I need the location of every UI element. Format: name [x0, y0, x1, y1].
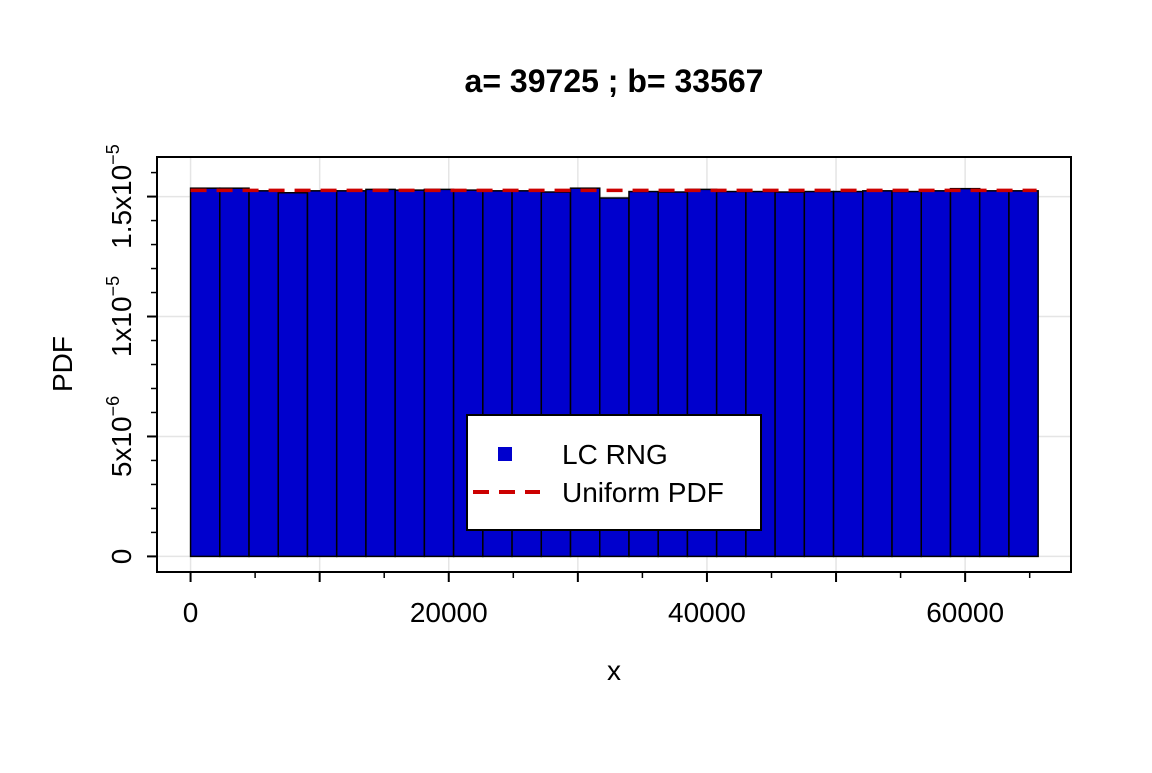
histogram-bar [832, 190, 864, 558]
histogram-bar [978, 190, 1010, 558]
histogram-bar [920, 190, 952, 558]
x-tick-label: 40000 [668, 597, 746, 628]
y-axis-label: PDF [47, 336, 78, 392]
histogram-bar [394, 189, 426, 558]
histogram-bar [1008, 190, 1039, 558]
x-tick-label: 0 [183, 597, 199, 628]
legend: LC RNG Uniform PDF [466, 414, 762, 531]
histogram-bar [365, 188, 396, 558]
histogram-bar [949, 187, 981, 558]
legend-swatch-lc-rng [498, 447, 512, 461]
chart-title: a= 39725 ; b= 33567 [465, 63, 764, 99]
histogram-bar [774, 191, 806, 558]
x-tick-label: 60000 [926, 597, 1004, 628]
histogram-bar [891, 190, 922, 558]
legend-box [466, 414, 762, 531]
legend-label-uniform-pdf: Uniform PDF [562, 477, 724, 508]
x-axis-label: x [607, 655, 621, 686]
histogram-bar [803, 190, 835, 558]
y-axis: 0 5x10−6 1x10−5 1.5x10−5 [103, 144, 157, 564]
y-tick-label: 0 [106, 549, 137, 565]
y-tick-label: 1x10−5 [103, 276, 137, 357]
y-tick-label: 1.5x10−5 [103, 144, 137, 249]
histogram-bar [335, 190, 367, 558]
histogram-bar [423, 188, 455, 558]
histogram-bar [248, 190, 279, 558]
histogram-bar [189, 187, 221, 558]
histogram-bar [306, 190, 338, 558]
histogram-bar [219, 187, 250, 558]
histogram-bar [862, 190, 893, 558]
x-axis: 0 20000 40000 60000 [183, 572, 1031, 628]
y-tick-label: 5x10−6 [103, 396, 137, 477]
histogram-bar [277, 191, 309, 558]
legend-label-lc-rng: LC RNG [562, 439, 668, 470]
x-tick-label: 20000 [410, 597, 488, 628]
